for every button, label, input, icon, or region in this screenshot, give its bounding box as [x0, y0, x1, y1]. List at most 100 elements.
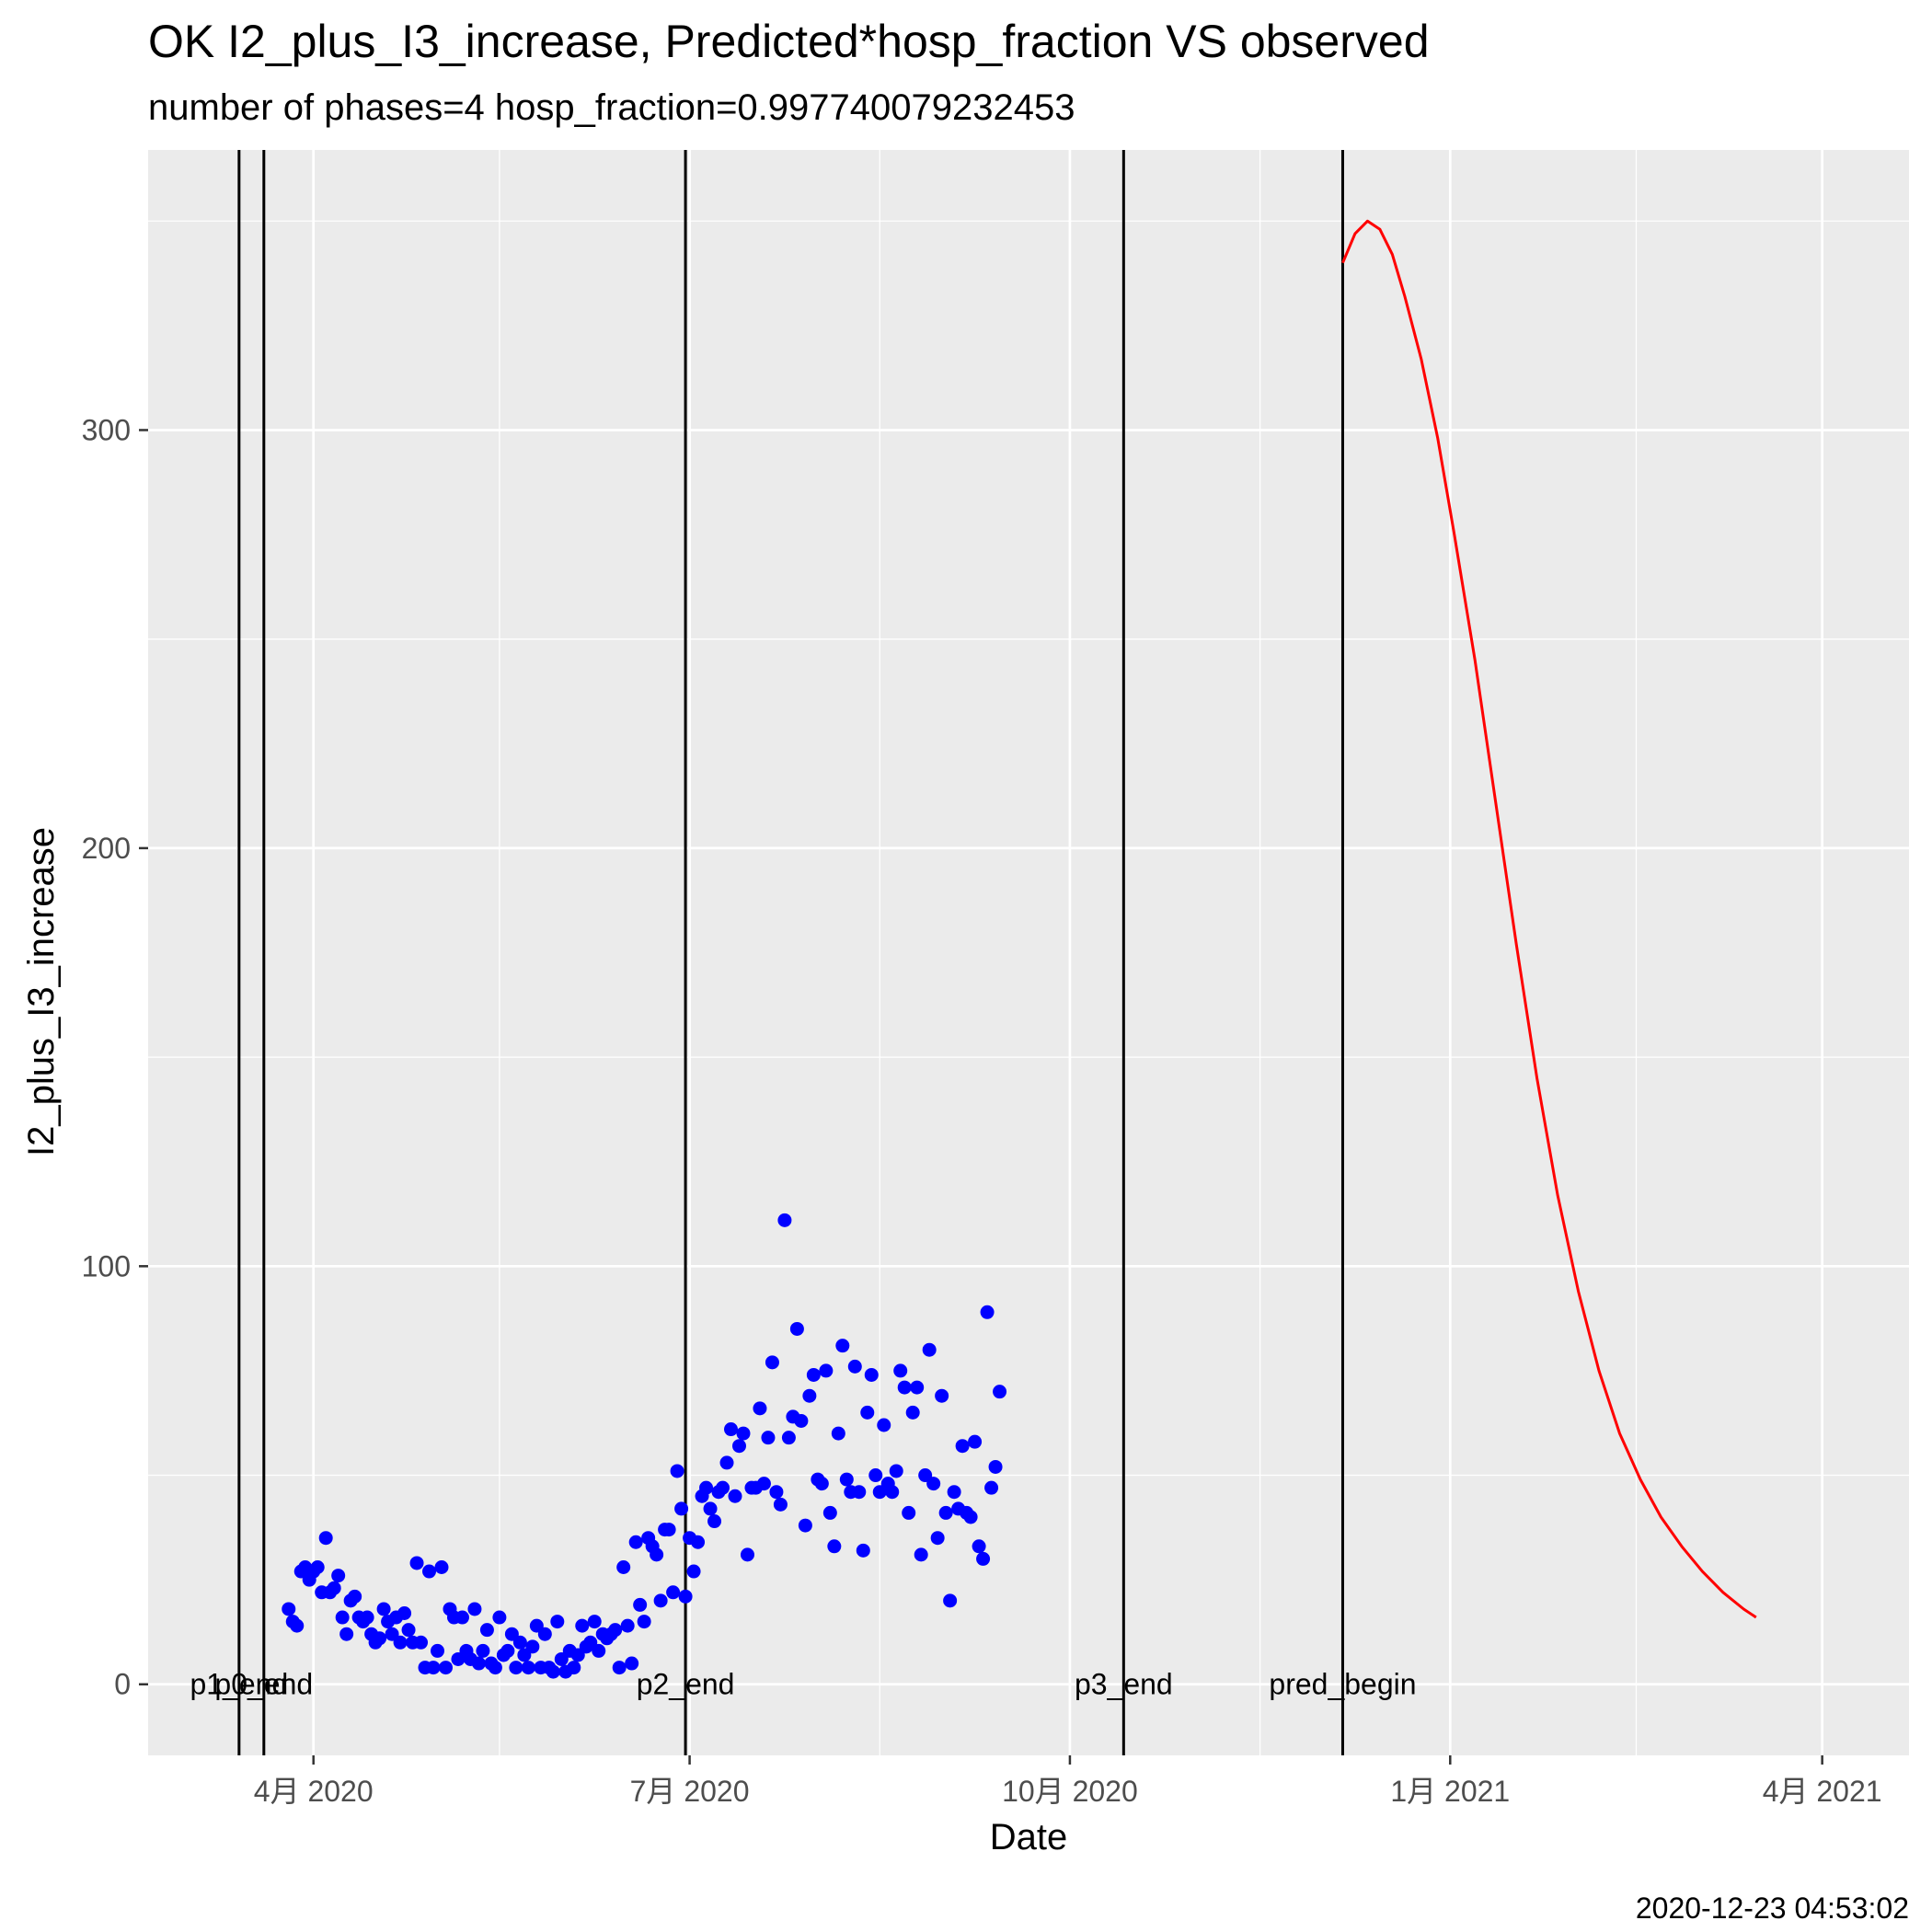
data-point [831, 1426, 845, 1441]
data-point [835, 1339, 850, 1353]
data-point [877, 1418, 891, 1432]
prediction-line [1341, 219, 1757, 1619]
observed-points [282, 1213, 1007, 1679]
data-point [968, 1434, 983, 1449]
data-point [802, 1388, 817, 1403]
data-point [620, 1618, 635, 1633]
phase-label: pred_begin [1269, 1668, 1416, 1701]
data-point [839, 1472, 854, 1487]
data-point [897, 1380, 912, 1395]
data-point [806, 1367, 821, 1382]
data-point [661, 1523, 676, 1537]
x-tick-label: 7月 2020 [630, 1775, 750, 1808]
data-point [608, 1623, 623, 1638]
data-point [509, 1661, 523, 1675]
data-point [318, 1531, 333, 1546]
data-point [984, 1480, 999, 1495]
y-tick-label: 300 [82, 413, 131, 446]
x-tick-label: 10月 2020 [1002, 1775, 1138, 1808]
data-point [781, 1431, 796, 1445]
data-point [753, 1401, 767, 1416]
data-point [902, 1505, 916, 1520]
data-point [492, 1610, 507, 1625]
data-point [930, 1531, 945, 1546]
data-point [327, 1581, 341, 1595]
phase-label: p2_end [637, 1668, 735, 1701]
data-point [728, 1489, 742, 1503]
data-point [335, 1610, 350, 1625]
data-point [471, 1656, 486, 1671]
data-point [521, 1661, 535, 1675]
data-point [769, 1485, 784, 1500]
data-point [360, 1610, 374, 1625]
data-point [567, 1661, 581, 1675]
data-point [707, 1514, 722, 1529]
data-point [773, 1497, 788, 1512]
chart-title: OK I2_plus_I3_increase, Predicted*hosp_f… [148, 16, 1430, 67]
y-tick-label: 0 [114, 1668, 131, 1701]
y-axis-title: I2_plus_I3_increase [21, 827, 62, 1156]
data-point [988, 1459, 1003, 1474]
data-point [789, 1321, 804, 1336]
data-point [856, 1543, 870, 1558]
data-point [525, 1639, 540, 1654]
data-point [847, 1359, 862, 1374]
minor-gridlines [148, 150, 1909, 1755]
data-point [719, 1455, 734, 1470]
data-point [290, 1618, 305, 1633]
data-point [827, 1539, 842, 1554]
data-point [819, 1363, 834, 1378]
data-point [674, 1501, 689, 1516]
data-point [666, 1585, 681, 1600]
data-point [963, 1510, 978, 1524]
data-point [401, 1623, 416, 1638]
data-point [914, 1547, 928, 1562]
data-point [650, 1547, 664, 1562]
data-point [282, 1602, 296, 1616]
data-point [860, 1405, 875, 1420]
data-point [889, 1464, 903, 1478]
data-point [422, 1564, 437, 1579]
data-point [310, 1560, 325, 1575]
phase-lines [237, 150, 1344, 1755]
data-point [633, 1597, 648, 1612]
data-point [479, 1623, 494, 1638]
data-point [864, 1367, 879, 1382]
data-point [731, 1439, 746, 1454]
data-point [397, 1605, 412, 1620]
data-point [885, 1485, 900, 1500]
data-point [893, 1363, 908, 1378]
data-point [756, 1477, 771, 1491]
data-point [938, 1505, 953, 1520]
data-point [868, 1468, 883, 1483]
data-point [409, 1556, 424, 1570]
data-point [537, 1627, 552, 1641]
plot-panel [148, 150, 1909, 1755]
data-point [678, 1589, 693, 1604]
data-point [587, 1615, 602, 1629]
data-point [699, 1480, 714, 1495]
data-point [426, 1661, 441, 1675]
data-point [592, 1643, 606, 1658]
data-point [691, 1535, 706, 1549]
timestamp-caption: 2020-12-23 04:53:02 [1636, 1892, 1909, 1925]
data-point [612, 1661, 627, 1675]
data-point [935, 1388, 949, 1403]
y-tick-label: 200 [82, 832, 131, 865]
data-point [376, 1602, 391, 1616]
data-point [488, 1661, 502, 1675]
data-point [476, 1643, 490, 1658]
data-point [761, 1431, 776, 1445]
data-point [653, 1593, 668, 1608]
data-point [637, 1615, 651, 1629]
data-point [331, 1569, 346, 1583]
x-tick-label: 1月 2021 [1390, 1775, 1510, 1808]
data-point [575, 1618, 590, 1633]
data-point [993, 1385, 1007, 1399]
phase-label: p3_end [1075, 1668, 1173, 1701]
data-point [765, 1355, 779, 1370]
data-point [454, 1610, 469, 1625]
data-point [736, 1426, 751, 1441]
chart-subtitle: number of phases=4 hosp_fraction=0.99774… [148, 87, 1075, 128]
